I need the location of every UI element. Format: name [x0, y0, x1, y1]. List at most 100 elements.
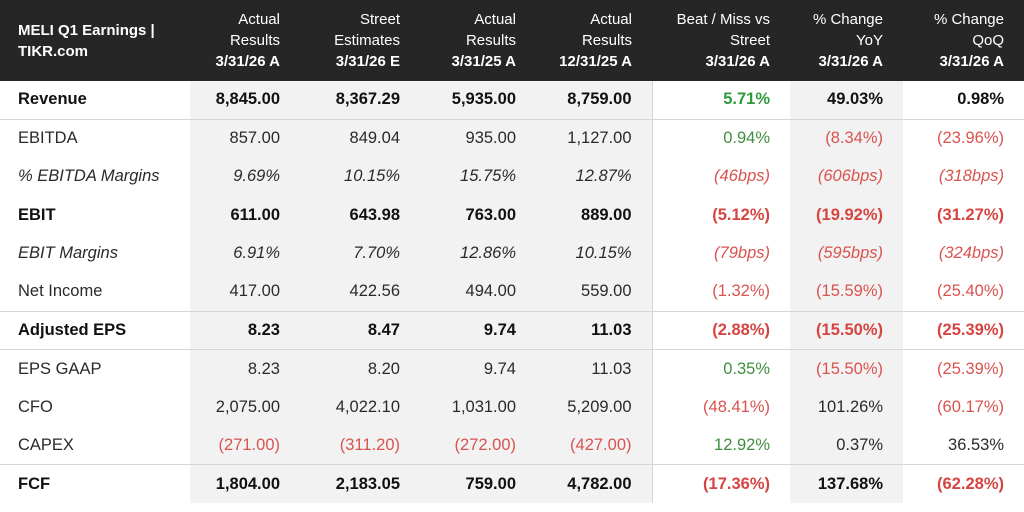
row-label: % EBITDA Margins: [18, 167, 160, 186]
column-header-street-estimates: Street Estimates 3/31/26 E: [334, 11, 400, 70]
cell-prior-quarter: 12.87%: [536, 157, 653, 197]
cell-qoq: (60.17%): [937, 397, 1004, 416]
cell-beat-miss: 5.71%: [652, 81, 790, 120]
cell-beat-miss: (79bps): [714, 244, 770, 263]
table-row-ebitda: EBITDA 857.00 849.04 935.00 1,127.00 0.9…: [0, 119, 1024, 158]
cell-prior-year: 1,031.00: [420, 388, 536, 427]
cell-prior-quarter: 1,127.00: [536, 119, 653, 158]
cell-prior-year: 15.75%: [420, 157, 536, 197]
cell-prior-quarter: 11.03: [536, 349, 653, 389]
cell-qoq: (62.28%): [937, 474, 1004, 493]
row-label: Revenue: [0, 81, 190, 120]
cell-yoy: (595bps): [790, 234, 903, 273]
cell-beat-miss: (46bps): [714, 167, 770, 186]
table-row-ebitda-margins: % EBITDA Margins 9.69% 10.15% 15.75% 12.…: [0, 157, 1024, 197]
cell-prior-year: 5,935.00: [420, 81, 536, 120]
cell-prior-quarter: 10.15%: [536, 234, 653, 273]
cell-yoy: (8.34%): [790, 119, 903, 158]
cell-prior-quarter: 4,782.00: [536, 464, 653, 504]
cell-estimate: 849.04: [300, 119, 420, 158]
cell-estimate: 7.70%: [300, 234, 420, 273]
cell-yoy: 49.03%: [790, 81, 903, 120]
cell-estimate: 422.56: [300, 272, 420, 312]
cell-yoy: 101.26%: [790, 388, 903, 427]
column-header-prior-year: Actual Results 3/31/25 A: [451, 11, 517, 70]
row-label: Net Income: [0, 272, 190, 312]
column-header-yoy: % Change YoY 3/31/26 A: [812, 11, 883, 70]
cell-prior-year: 12.86%: [420, 234, 536, 273]
column-header-beat-miss: Beat / Miss vs Street 3/31/26 A: [676, 11, 770, 70]
cell-actual: 8.23: [190, 349, 300, 389]
cell-prior-quarter: 889.00: [536, 196, 653, 235]
cell-actual: 611.00: [190, 196, 300, 235]
cell-beat-miss: (2.88%): [652, 311, 790, 351]
cell-prior-quarter: 559.00: [536, 272, 653, 312]
cell-prior-year: 9.74: [420, 311, 536, 351]
cell-actual: (271.00): [190, 426, 300, 466]
cell-actual: 417.00: [190, 272, 300, 312]
column-header-actual-results: Actual Results 3/31/26 A: [215, 11, 281, 70]
column-header-prior-quarter: Actual Results 12/31/25 A: [559, 11, 632, 70]
table-row-eps-gaap: EPS GAAP 8.23 8.20 9.74 11.03 0.35% (15.…: [0, 349, 1024, 389]
cell-prior-year: 494.00: [420, 272, 536, 312]
table-title: MELI Q1 Earnings | TIKR.com: [0, 0, 190, 81]
cell-estimate: 8.20: [300, 349, 420, 389]
table-row-revenue: Revenue 8,845.00 8,367.29 5,935.00 8,759…: [0, 81, 1024, 120]
cell-qoq: (31.27%): [937, 205, 1004, 224]
cell-prior-quarter: 8,759.00: [536, 81, 653, 120]
table-body: Revenue 8,845.00 8,367.29 5,935.00 8,759…: [0, 81, 1024, 504]
cell-estimate: 4,022.10: [300, 388, 420, 427]
cell-prior-year: 763.00: [420, 196, 536, 235]
cell-prior-year: 9.74: [420, 349, 536, 389]
column-header-qoq: % Change QoQ 3/31/26 A: [933, 11, 1004, 70]
table-title-line2: TIKR.com: [18, 42, 89, 60]
cell-beat-miss: (1.32%): [652, 272, 790, 312]
cell-estimate: 8,367.29: [300, 81, 420, 120]
cell-prior-quarter: (427.00): [536, 426, 653, 466]
table-row-ebit-margins: EBIT Margins 6.91% 7.70% 12.86% 10.15% (…: [0, 234, 1024, 273]
cell-qoq: (25.39%): [903, 311, 1024, 351]
cell-prior-year: 935.00: [420, 119, 536, 158]
row-label: Adjusted EPS: [0, 311, 190, 351]
cell-yoy: 0.37%: [790, 426, 903, 466]
cell-actual: 8,845.00: [190, 81, 300, 120]
cell-yoy: (15.50%): [790, 311, 903, 351]
cell-estimate: 8.47: [300, 311, 420, 351]
table-title-line1: MELI Q1 Earnings |: [18, 21, 155, 39]
cell-actual: 9.69%: [190, 157, 300, 197]
table-row-net-income: Net Income 417.00 422.56 494.00 559.00 (…: [0, 272, 1024, 312]
cell-qoq: (25.40%): [903, 272, 1024, 312]
cell-prior-quarter: 11.03: [536, 311, 653, 351]
table-header: MELI Q1 Earnings | TIKR.com Actual Resul…: [0, 0, 1024, 81]
cell-beat-miss: 12.92%: [652, 426, 790, 466]
cell-actual: 857.00: [190, 119, 300, 158]
cell-beat-miss: (17.36%): [703, 474, 770, 493]
cell-beat-miss: 0.35%: [723, 359, 770, 378]
cell-qoq: (25.39%): [937, 359, 1004, 378]
row-label: CFO: [18, 397, 53, 416]
cell-yoy: (19.92%): [790, 196, 903, 235]
cell-actual: 1,804.00: [190, 464, 300, 504]
cell-actual: 8.23: [190, 311, 300, 351]
cell-prior-quarter: 5,209.00: [536, 388, 653, 427]
cell-qoq: (23.96%): [937, 129, 1004, 148]
cell-prior-year: 759.00: [420, 464, 536, 504]
row-label: EBIT: [18, 205, 56, 224]
cell-yoy: (15.50%): [790, 349, 903, 389]
cell-yoy: 137.68%: [790, 464, 903, 504]
row-label: EBITDA: [18, 129, 78, 148]
cell-estimate: 2,183.05: [300, 464, 420, 504]
cell-yoy: (15.59%): [790, 272, 903, 312]
cell-beat-miss: 0.94%: [723, 129, 770, 148]
table-row-fcf: FCF 1,804.00 2,183.05 759.00 4,782.00 (1…: [0, 464, 1024, 504]
cell-prior-year: (272.00): [420, 426, 536, 466]
cell-qoq: (324bps): [938, 244, 1004, 263]
row-label: CAPEX: [0, 426, 190, 466]
row-label: EBIT Margins: [18, 244, 118, 263]
table-row-cfo: CFO 2,075.00 4,022.10 1,031.00 5,209.00 …: [0, 388, 1024, 427]
row-label: FCF: [18, 474, 51, 493]
cell-beat-miss: (48.41%): [703, 397, 770, 416]
cell-qoq: 0.98%: [903, 81, 1024, 120]
table-row-ebit: EBIT 611.00 643.98 763.00 889.00 (5.12%)…: [0, 196, 1024, 235]
